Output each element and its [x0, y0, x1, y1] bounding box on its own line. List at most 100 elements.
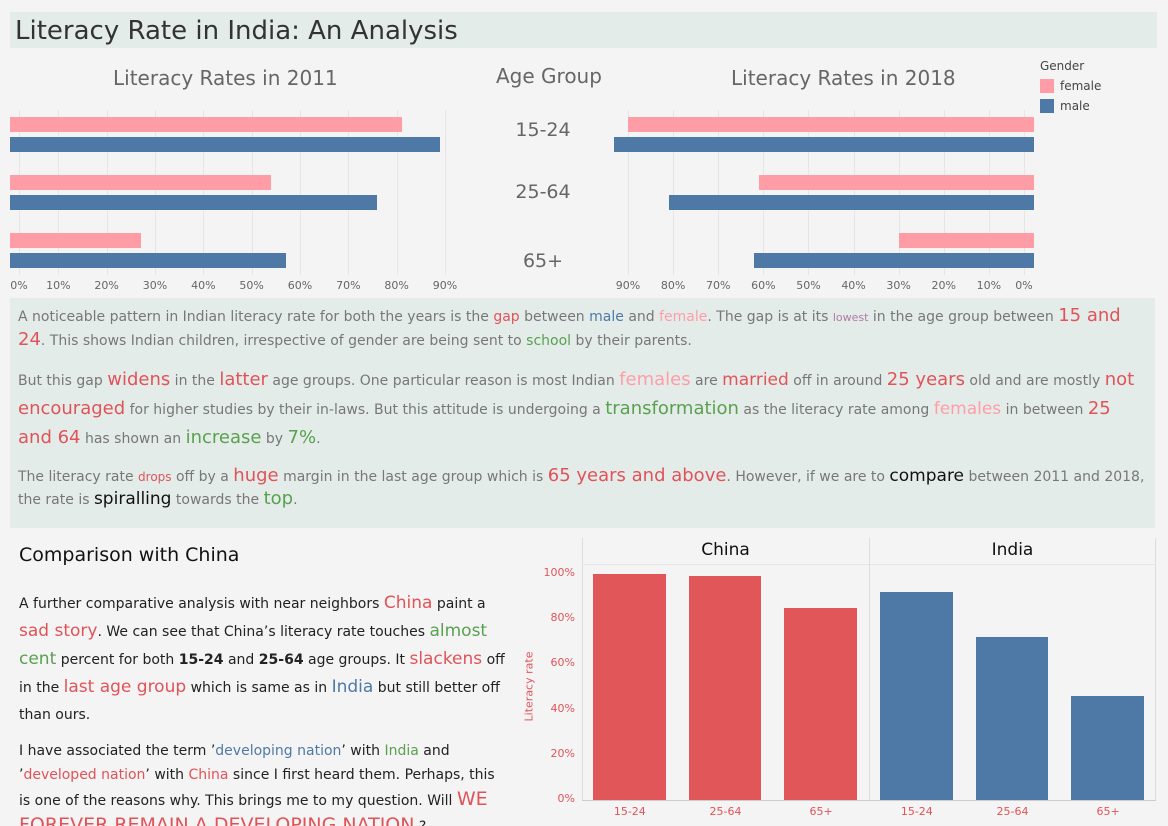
y-tick: 80%	[550, 611, 575, 625]
text-run: The literacy rate	[18, 469, 139, 485]
legend-item-female[interactable]: female	[1040, 76, 1101, 96]
text-run: by their parents.	[571, 333, 692, 349]
x-tick-2011: 70%	[336, 279, 361, 292]
gridline	[106, 110, 108, 275]
x-tick-2018: 10%	[976, 279, 1002, 292]
panel-divider	[869, 538, 870, 800]
text-run: in the	[170, 373, 220, 389]
text-run: developed nation	[23, 767, 146, 783]
analysis-textbox: A noticeable pattern in Indian literacy …	[10, 298, 1155, 528]
bar-china-65+	[784, 607, 857, 800]
text-run: age groups. One particular reason is mos…	[267, 373, 620, 389]
text-run: paint a	[432, 596, 486, 612]
text-run: 15 and 24	[18, 305, 1121, 350]
x-tick-india: 15-24	[900, 805, 933, 818]
bar-china-25-64	[688, 576, 762, 800]
text-run: . The gap is at its	[707, 309, 833, 325]
bar-2011-female-15-24	[10, 117, 402, 132]
gridline	[300, 110, 301, 275]
gridline	[155, 110, 156, 275]
gridline	[988, 110, 990, 275]
text-run: . However, if we are to	[726, 469, 890, 485]
x-tick-2011: 60%	[287, 279, 313, 292]
x-axis-line	[582, 800, 1156, 801]
panel-title-india: India	[991, 540, 1034, 560]
bar-india-15-24	[880, 592, 953, 800]
analysis-paragraph-2: But this gap widens in the latter age gr…	[18, 366, 1147, 453]
y-tick: 0%	[557, 792, 575, 805]
legend-swatch-male	[1040, 99, 1054, 113]
chart-title-2011: Literacy Rates in 2011	[113, 66, 338, 90]
x-tick-2018: 90%	[615, 279, 641, 292]
gridline	[808, 110, 810, 275]
panel-frame	[582, 538, 1156, 800]
text-run: huge	[233, 465, 279, 486]
text-run: gap	[493, 309, 520, 325]
text-run: China	[383, 593, 433, 613]
text-run: as the literacy rate among	[738, 402, 934, 418]
gridline	[445, 110, 446, 275]
bar-2018-female-15-24	[628, 117, 1034, 132]
age-label-25-64: 25-64	[515, 181, 571, 203]
text-run: .	[316, 431, 321, 447]
x-tick-india: 25-64	[996, 805, 1029, 818]
text-run: . We can see that China’s literacy rate …	[97, 624, 430, 640]
text-run: developing nation	[215, 743, 342, 759]
bar-india-65+	[1071, 696, 1144, 800]
text-run: between	[519, 309, 590, 325]
text-run: since I first heard them. Perhaps, this …	[19, 767, 495, 809]
text-run: male	[589, 309, 624, 325]
text-run: female	[659, 309, 708, 325]
gridline	[1024, 110, 1025, 275]
text-run: for higher studies by their in-laws. But…	[125, 402, 606, 418]
x-tick-2011: 30%	[142, 279, 168, 292]
analysis-paragraph-1: A noticeable pattern in Indian literacy …	[18, 305, 1147, 352]
legend-item-male[interactable]: male	[1040, 96, 1101, 116]
text-run: .	[293, 492, 298, 508]
gridline	[628, 110, 629, 275]
x-tick-china: 25-64	[709, 805, 742, 818]
legend-label-male: male	[1060, 99, 1090, 113]
text-run: 65 years and above	[547, 465, 727, 486]
gridline	[763, 110, 765, 275]
gridline	[943, 110, 945, 275]
x-tick-2018: 50%	[796, 279, 821, 292]
x-tick-2011: 10%	[46, 279, 71, 292]
text-run: has shown an	[80, 431, 186, 447]
age-label-15-24: 15-24	[515, 119, 571, 141]
legend-label-female: female	[1060, 79, 1102, 93]
text-run: percent for both	[56, 652, 179, 668]
age-group-header: Age Group	[496, 64, 602, 88]
x-tick-2018: 60%	[751, 279, 776, 292]
text-run: A noticeable pattern in Indian literacy …	[18, 309, 494, 325]
text-run: towards the	[171, 492, 264, 508]
gridline	[396, 110, 398, 275]
x-tick-2018: 80%	[660, 279, 686, 292]
text-run: by	[261, 431, 288, 447]
text-run: A further comparative analysis with near…	[19, 596, 384, 612]
text-run: China	[188, 767, 229, 783]
bar-2018-female-65+	[898, 233, 1034, 248]
text-run: not encouraged	[18, 369, 1135, 419]
text-run: ?	[414, 819, 426, 826]
analysis-paragraph-3: The literacy rate drops off by a huge ma…	[18, 465, 1147, 511]
x-tick-2018: 20%	[931, 279, 956, 292]
text-run: but still better off than ours.	[19, 680, 500, 723]
text-run: age groups. It	[303, 652, 410, 668]
text-run: top	[263, 488, 294, 509]
bar-2011-female-25-64	[10, 175, 271, 190]
y-tick: 60%	[550, 656, 575, 670]
y-tick: 100%	[543, 566, 575, 579]
text-run: . This shows Indian children, irrespecti…	[40, 333, 527, 349]
x-tick-2011: 20%	[94, 279, 119, 292]
comparison-paragraph-1: A further comparative analysis with near…	[19, 590, 509, 729]
legend-title: Gender	[1040, 59, 1085, 73]
text-run: females	[619, 369, 691, 390]
x-tick-india: 65+	[1096, 805, 1120, 818]
x-tick-2011: 90%	[432, 279, 458, 292]
text-run: latter	[219, 369, 268, 390]
bar-2011-male-65+	[10, 253, 286, 268]
text-run: 25 years	[886, 369, 965, 390]
x-tick-2018: 0%	[1015, 279, 1033, 292]
bar-2018-female-25-64	[758, 175, 1034, 190]
